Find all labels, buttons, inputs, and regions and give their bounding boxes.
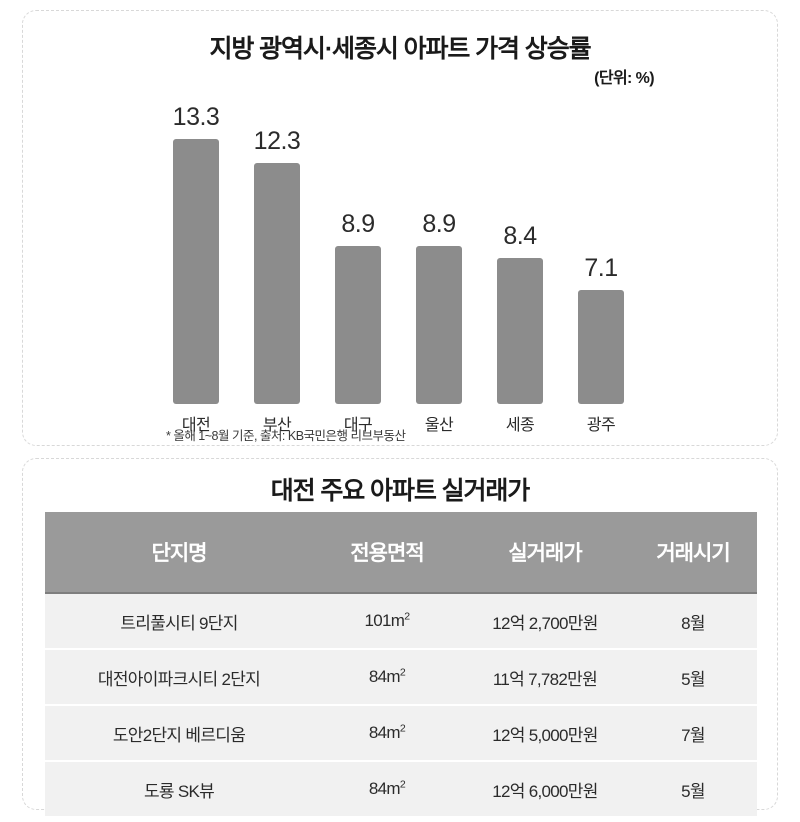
apartment-price-table: 단지명 전용면적 실거래가 거래시기 트리풀시티 9단지 101m2 12억 2,7… [45, 512, 757, 816]
chart-title: 지방 광역시·세종시 아파트 가격 상승률 [209, 35, 591, 63]
bar [335, 246, 381, 404]
table-title: 대전 주요 아파트 실거래가 [270, 477, 531, 505]
table-header-row: 단지명 전용면적 실거래가 거래시기 [45, 512, 757, 593]
cell-transaction-date: 7월 [629, 704, 757, 761]
cell-exclusive-area: 84m2 [313, 648, 461, 705]
bar-value-label: 13.3 [172, 103, 220, 131]
cell-complex-name: 도룡 SK뷰 [45, 760, 313, 816]
bar [497, 258, 543, 404]
cell-transaction-date: 5월 [629, 760, 757, 816]
table-row: 트리풀시티 9단지 101m2 12억 2,700만원 8월 [45, 592, 757, 649]
table-row: 도안2단지 베르디움 84m2 12억 5,000만원 7월 [45, 704, 757, 761]
bar [416, 246, 462, 404]
bar-group: 8.4 세종 [497, 11, 543, 447]
column-header-price: 실거래가 [461, 512, 629, 593]
bar-value-label: 12.3 [253, 127, 301, 156]
table-card: 대전 주요 아파트 실거래가 단지명 전용면적 실거래가 거래시기 트리풀시티 … [22, 458, 778, 816]
bar-group: 12.3 부산 [253, 11, 301, 447]
cell-complex-name: 트리풀시티 9단지 [45, 592, 313, 649]
cell-transaction-date: 8월 [629, 592, 757, 649]
chart-unit-label: (단위: %) [594, 70, 655, 87]
bar-category-label: 세종 [505, 417, 535, 434]
bar [578, 290, 624, 404]
bar [173, 139, 219, 404]
bar-category-label: 광주 [586, 417, 616, 434]
bar-value-label: 8.9 [422, 210, 456, 239]
cell-transaction-price: 12억 2,700만원 [461, 592, 629, 649]
bar-value-label: 7.1 [584, 254, 618, 282]
table-row: 도룡 SK뷰 84m2 12억 6,000만원 5월 [45, 760, 757, 816]
bar-category-label: 울산 [424, 417, 454, 434]
table-row: 대전아이파크시티 2단지 84m2 11억 7,782만원 5월 [45, 648, 757, 705]
column-header-date: 거래시기 [629, 512, 757, 593]
cell-complex-name: 도안2단지 베르디움 [45, 704, 313, 761]
cell-transaction-date: 5월 [629, 648, 757, 705]
bar [254, 163, 300, 404]
bar-group: 8.9 울산 [416, 11, 462, 447]
cell-exclusive-area: 101m2 [313, 592, 461, 649]
column-header-area: 전용면적 [313, 512, 461, 593]
bar-value-label: 8.4 [503, 222, 537, 251]
bar-group: 13.3 대전 [172, 11, 220, 447]
cell-transaction-price: 12억 5,000만원 [461, 704, 629, 761]
chart-card: 지방 광역시·세종시 아파트 가격 상승률 (단위: %) 13.3 대전 12.3… [22, 10, 778, 446]
cell-exclusive-area: 84m2 [313, 704, 461, 761]
chart-source-note: * 올해 1~8월 기준, 출처: KB국민은행 리브부동산 [166, 429, 406, 443]
cell-complex-name: 대전아이파크시티 2단지 [45, 648, 313, 705]
cell-transaction-price: 12억 6,000만원 [461, 760, 629, 816]
bar-value-label: 8.9 [341, 210, 375, 239]
bar-chart-plot: 13.3 대전 12.3 부산 8.9 대구 8.9 울산 8.4 세종 7.1 광주 [23, 11, 779, 447]
column-header-name: 단지명 [45, 512, 313, 593]
cell-transaction-price: 11억 7,782만원 [461, 648, 629, 705]
cell-exclusive-area: 84m2 [313, 760, 461, 816]
bar-group: 8.9 대구 [335, 11, 381, 447]
